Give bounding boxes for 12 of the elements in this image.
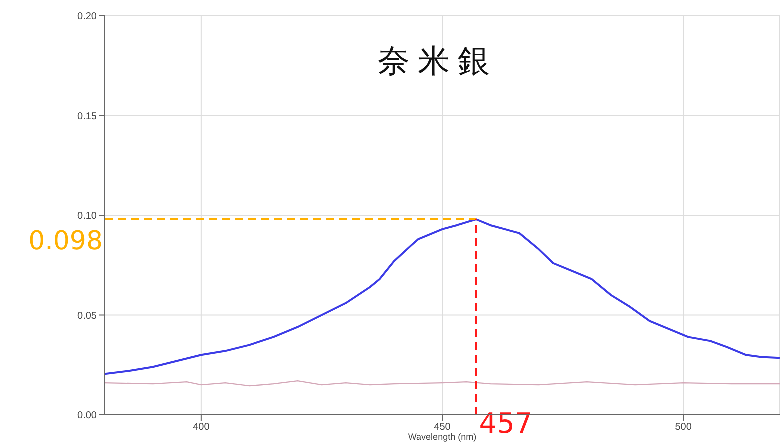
y-tick-label: 0.10: [78, 211, 98, 222]
line-series: [105, 218, 780, 376]
y-tick-label: 0.05: [78, 310, 98, 322]
text: 奈米銀: [378, 41, 498, 82]
x-tick-label: 400: [193, 422, 210, 434]
ref-line-label: 0.098: [28, 226, 103, 256]
y-tick-label: 0.15: [78, 111, 98, 122]
y-tick-label: 0.20: [78, 12, 98, 23]
x-tick-label: 500: [675, 422, 692, 434]
x-tick-label: 450: [434, 422, 452, 434]
y-tick-label: 0.00: [78, 410, 98, 422]
x-axis-title: Wavelength (nm): [408, 432, 477, 442]
